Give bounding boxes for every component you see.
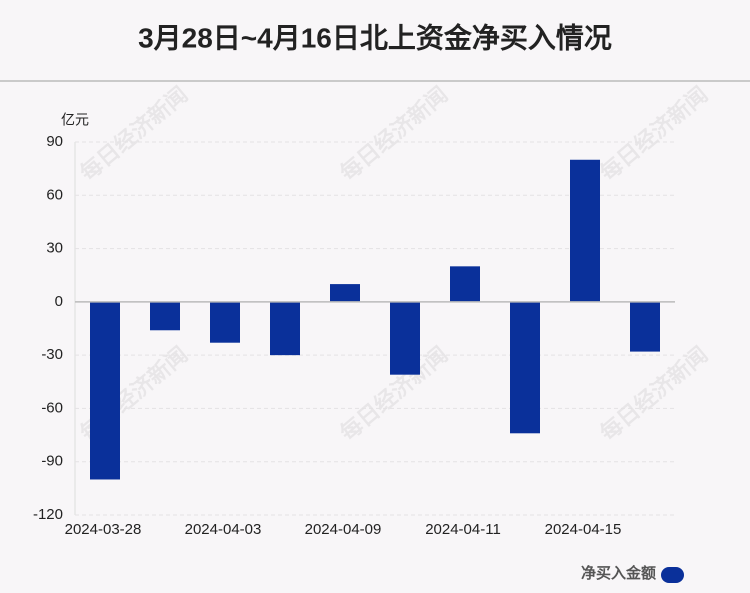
bar (270, 301, 300, 356)
y-tick-label: 30 (46, 240, 63, 257)
bar (570, 159, 600, 302)
legend-label: 净买入金额 (581, 564, 656, 582)
y-tick-label: -90 (41, 453, 63, 470)
bar (510, 301, 540, 434)
x-tick-label: 2024-04-15 (545, 521, 622, 538)
x-tick-label: 2024-04-09 (305, 521, 382, 538)
y-tick-label: 0 (55, 293, 63, 310)
bar (390, 301, 420, 375)
bar (450, 266, 480, 302)
x-tick-label: 2024-04-11 (425, 521, 501, 538)
bar (330, 284, 360, 302)
x-tick-label: 2024-03-28 (65, 521, 142, 538)
y-unit: 亿元 (61, 112, 89, 128)
y-tick-label: -120 (33, 506, 63, 523)
bar (90, 301, 120, 480)
y-tick-label: 60 (46, 186, 63, 203)
bar (210, 301, 240, 343)
y-tick-label: -60 (41, 399, 63, 416)
x-tick-label: 2024-04-03 (185, 521, 262, 538)
bar (630, 301, 660, 352)
y-tick-label: 90 (46, 133, 63, 150)
y-tick-label: -30 (41, 346, 63, 363)
legend-swatch (661, 567, 684, 583)
bar (150, 301, 180, 331)
chart-title: 3月28日~4月16日北上资金净买入情况 (138, 21, 612, 53)
